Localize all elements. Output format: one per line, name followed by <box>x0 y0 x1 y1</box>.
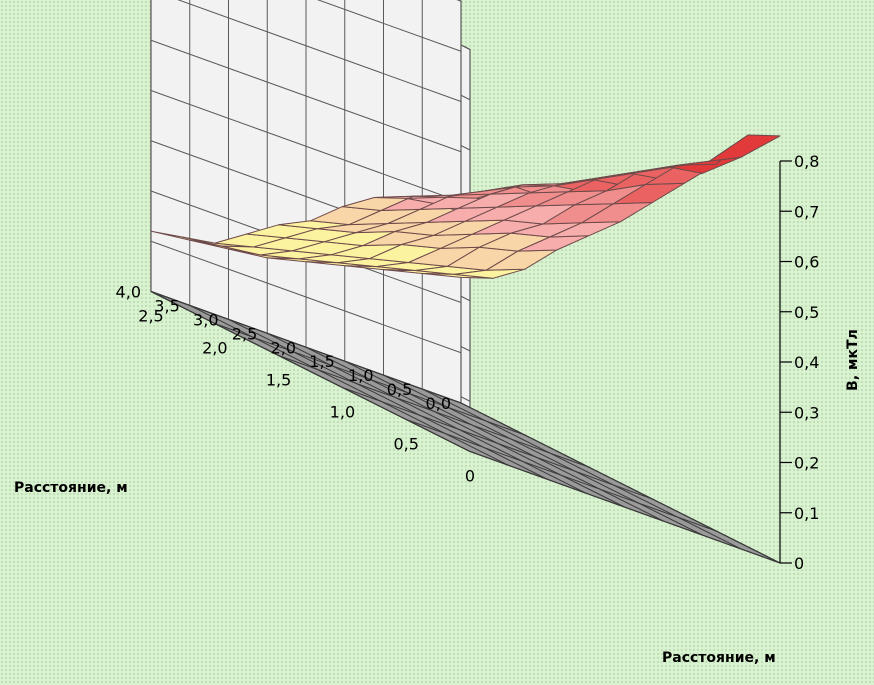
side-wall-hgrid <box>150 240 462 354</box>
z-tick-label: 0,4 <box>794 353 819 372</box>
x-tick-label: 3,0 <box>193 310 218 329</box>
floor-grid <box>267 332 587 494</box>
surface-cell <box>708 134 781 162</box>
y-tick-label: 1,5 <box>266 371 291 390</box>
x-tick-label: 0,5 <box>387 380 412 399</box>
floor-grid <box>189 304 509 466</box>
floor-grid <box>342 387 653 500</box>
y-axis-title: Расстояние, м <box>662 650 776 666</box>
z-tick-label: 0,8 <box>794 152 819 171</box>
x-axis-title: Расстояние, м <box>14 480 128 496</box>
x-tick-label: 2,0 <box>271 338 296 357</box>
side-wall-hgrid <box>177 0 462 102</box>
side-wall-hgrid <box>150 90 462 203</box>
floor-grid <box>305 346 626 508</box>
x-tick-label: 3,5 <box>154 296 179 315</box>
z-tick-label: 0,7 <box>794 202 819 221</box>
axis-labels: 0,0 0,5 1,0 1,5 2,0 2,5 3,0 3,5 4,0 0 0,5 1,0 1,5 2,0… <box>14 152 861 666</box>
x-tick-label: 0,0 <box>426 394 451 413</box>
y-tick-label: 0 <box>465 467 475 486</box>
surface-mesh <box>150 134 781 279</box>
z-tick-label: 0,1 <box>794 504 819 523</box>
floor-grid <box>228 318 548 480</box>
y-tick-label: 1,0 <box>330 403 355 422</box>
side-wall-hgrid <box>150 39 462 153</box>
y-tick-label: 0,5 <box>393 435 418 454</box>
floor-grid <box>278 355 589 468</box>
x-tick-label: 4,0 <box>116 283 141 302</box>
x-tick-label: 1,0 <box>348 366 373 385</box>
z-tick-label: 0 <box>794 554 804 573</box>
z-axis-title: B, мкТл <box>845 329 861 391</box>
y-tick-label: 2,0 <box>202 339 227 358</box>
y-tick-label: 2,5 <box>138 307 163 326</box>
z-tick-label: 0,5 <box>794 303 819 322</box>
floor-grid <box>344 360 664 522</box>
x-tick-label: 2,5 <box>232 324 257 343</box>
x-tick-label: 1,5 <box>309 352 334 371</box>
z-tick-label: 0,2 <box>794 454 819 473</box>
chart-walls <box>150 0 792 564</box>
z-tick-label: 0,6 <box>794 253 819 272</box>
floor-grid <box>460 402 781 564</box>
floor-grid <box>469 451 781 564</box>
floor-grid <box>214 323 525 436</box>
floor-grid <box>383 374 703 536</box>
floor-grid <box>150 291 462 404</box>
floor-grid <box>150 291 471 452</box>
floor-grid <box>406 419 717 532</box>
floor-grid <box>422 388 742 550</box>
side-wall-hgrid <box>317 0 462 52</box>
z-tick-label: 0,3 <box>794 403 819 422</box>
